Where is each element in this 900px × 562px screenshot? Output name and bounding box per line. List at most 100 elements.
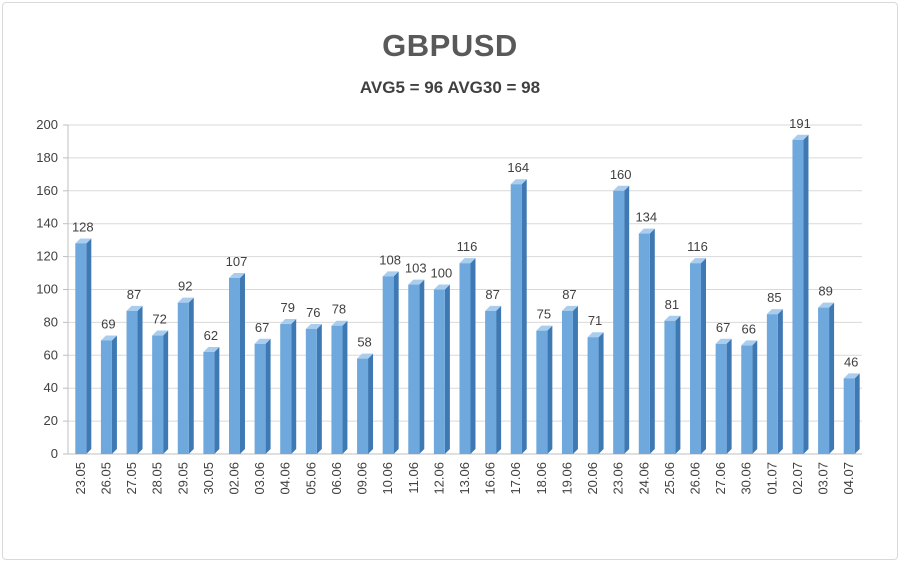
bar-top — [459, 258, 476, 264]
bar — [587, 332, 604, 454]
data-label: 160 — [610, 167, 632, 182]
x-tick-label: 17.06 — [508, 462, 523, 495]
bar — [177, 297, 194, 454]
bar-front — [690, 263, 702, 454]
bar-front — [485, 310, 497, 454]
x-tick-label: 03.06 — [252, 462, 267, 495]
bar-top — [280, 319, 297, 325]
data-label: 92 — [178, 279, 192, 294]
data-label: 107 — [226, 254, 248, 269]
bar-side — [624, 185, 630, 455]
bar — [561, 305, 578, 454]
bar-top — [433, 284, 450, 290]
bar-front — [228, 277, 240, 454]
bar-side — [752, 340, 758, 454]
y-tick-label: 140 — [36, 216, 58, 231]
bar-side — [854, 373, 860, 454]
data-label: 87 — [127, 287, 141, 302]
chart-title: GBPUSD — [382, 28, 518, 63]
bar — [280, 319, 297, 454]
data-label: 164 — [507, 160, 529, 175]
bar-front — [536, 330, 548, 454]
data-label: 89 — [818, 284, 832, 299]
x-tick-label: 27.05 — [124, 462, 139, 495]
data-labels: 128 69 87 72 92 62 107 67 79 76 78 58 108 103 100 116 87… — [72, 116, 858, 370]
bar-side — [111, 335, 117, 454]
data-label: 76 — [306, 305, 320, 320]
bar-top — [843, 373, 860, 379]
bar-side — [265, 338, 271, 454]
bar — [203, 347, 220, 454]
bar — [792, 134, 809, 454]
bar-front — [510, 184, 522, 454]
bar-front — [715, 343, 727, 454]
x-tick-label: 01.07 — [764, 462, 779, 495]
data-label: 66 — [742, 321, 756, 336]
bar-side — [701, 258, 707, 454]
x-tick-label: 06.06 — [329, 462, 344, 495]
x-axis-ticks: 23.05 26.05 27.05 28.05 29.05 30.05 02.06 03.06… — [73, 462, 856, 495]
y-tick-label: 20 — [44, 413, 58, 428]
x-tick-label: 05.06 — [303, 462, 318, 495]
x-tick-label: 10.06 — [380, 462, 395, 495]
x-tick-label: 13.06 — [457, 462, 472, 495]
bar-top — [408, 279, 425, 285]
bar — [613, 185, 630, 455]
bar-front — [408, 284, 420, 454]
bar — [536, 325, 553, 454]
bar-front — [766, 314, 778, 454]
bar-top — [382, 271, 399, 277]
bar — [305, 323, 322, 454]
bar — [75, 238, 92, 454]
bar-front — [203, 352, 215, 454]
x-tick-label: 12.06 — [431, 462, 446, 495]
bar-side — [214, 347, 220, 454]
y-tick-label: 100 — [36, 282, 58, 297]
bar-side — [649, 228, 655, 454]
bar-side — [444, 284, 450, 454]
bar — [715, 338, 732, 454]
x-tick-label: 28.05 — [150, 462, 165, 495]
data-label: 128 — [72, 219, 94, 234]
bar-front — [75, 243, 87, 454]
bar — [408, 279, 425, 454]
bar-side — [675, 315, 681, 454]
bar — [152, 330, 169, 454]
bar-top — [177, 297, 194, 303]
data-label: 100 — [431, 266, 453, 281]
bar — [459, 258, 476, 454]
data-label: 81 — [665, 297, 679, 312]
data-label: 116 — [687, 239, 708, 254]
bar-front — [331, 325, 343, 454]
y-tick-label: 120 — [36, 249, 58, 264]
data-label: 87 — [562, 287, 576, 302]
bar-side — [342, 320, 348, 454]
bar-top — [254, 338, 271, 344]
data-label: 108 — [379, 252, 401, 267]
x-tick-label: 18.06 — [534, 462, 549, 495]
x-tick-label: 23.06 — [611, 462, 626, 495]
bar-top — [613, 185, 630, 191]
bar-front — [664, 320, 676, 454]
bar-top — [561, 305, 578, 311]
bar — [741, 340, 758, 454]
x-tick-label: 04.06 — [278, 462, 293, 495]
bars — [75, 134, 860, 455]
x-tick-label: 23.05 — [73, 462, 88, 495]
bar-side — [163, 330, 169, 454]
bar-front — [561, 310, 573, 454]
bar — [664, 315, 681, 454]
bar-front — [280, 324, 292, 454]
bar-front — [305, 328, 317, 454]
bar-top — [152, 330, 169, 336]
x-tick-label: 09.06 — [355, 462, 370, 495]
x-tick-label: 11.06 — [406, 462, 421, 494]
data-label: 191 — [789, 116, 811, 131]
bar-top — [485, 305, 502, 311]
x-tick-label: 29.05 — [175, 462, 190, 495]
data-label: 69 — [101, 316, 115, 331]
bar-top — [741, 340, 758, 346]
bar-front — [357, 358, 369, 454]
bar-side — [86, 238, 92, 454]
